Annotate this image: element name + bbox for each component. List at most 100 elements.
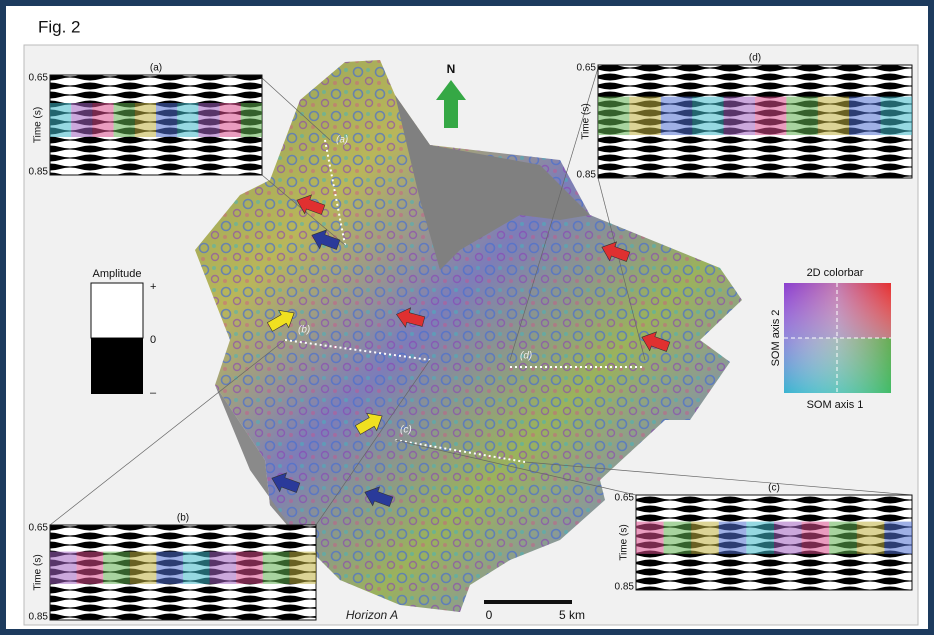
som-overlay xyxy=(598,96,630,136)
y-axis-label: Time (s) xyxy=(619,524,630,560)
som-overlay xyxy=(774,521,802,554)
line-label: (d) xyxy=(520,351,532,362)
arrow xyxy=(271,472,301,493)
map: (a) (b) (c) (d) xyxy=(195,60,742,612)
som-overlay xyxy=(691,521,719,554)
north-arrow xyxy=(436,80,466,128)
som-overlay xyxy=(636,521,664,554)
som-x-label: SOM axis 1 xyxy=(807,399,864,411)
legend-plus: + xyxy=(150,281,156,293)
som-overlay xyxy=(50,551,77,584)
seismic-inset: (d) 0.65 0.85 Time (s) xyxy=(577,53,913,181)
som-title: 2D colorbar xyxy=(807,267,864,279)
section-line xyxy=(394,439,526,463)
som-overlay xyxy=(829,521,857,554)
som-overlay xyxy=(177,103,199,137)
arrow xyxy=(641,331,671,352)
som-overlay xyxy=(660,96,693,136)
som-overlay xyxy=(92,103,114,137)
no-data-edge xyxy=(215,385,300,540)
seismic-inset: (b) 0.65 0.85 Time (s) xyxy=(29,513,317,623)
som-overlay xyxy=(849,96,881,136)
som-overlay xyxy=(629,96,661,136)
inset-label: (c) xyxy=(768,483,780,494)
som-overlay xyxy=(817,96,850,136)
arrow xyxy=(296,194,326,215)
som-overlay xyxy=(786,96,818,136)
arrow xyxy=(311,229,341,250)
connectors xyxy=(49,67,913,526)
seismic-inset: (a) 0.65 0.85 Time (s) xyxy=(29,63,263,178)
y-bottom-label: 0.85 xyxy=(577,170,597,181)
line-label: (a) xyxy=(336,135,348,146)
y-top-label: 0.65 xyxy=(577,63,597,74)
legend-white xyxy=(90,282,144,339)
arrow xyxy=(364,486,394,507)
som-overlay xyxy=(746,521,774,554)
y-axis-label: Time (s) xyxy=(581,103,592,139)
inset-label: (a) xyxy=(150,63,162,74)
som-overlay xyxy=(236,551,263,584)
figure-label: Fig. 2 xyxy=(38,17,81,36)
arrows xyxy=(266,194,671,507)
som-overlay xyxy=(723,96,755,136)
y-top-label: 0.65 xyxy=(615,493,635,504)
inset-label: (b) xyxy=(177,513,189,524)
som-overlay xyxy=(129,551,157,584)
scale-bar xyxy=(484,600,572,604)
som-overlay xyxy=(289,551,316,584)
som-y-label: SOM axis 2 xyxy=(770,310,782,367)
line-label: (c) xyxy=(400,425,412,436)
scale-start: 0 xyxy=(486,608,493,622)
legend-title: Amplitude xyxy=(93,268,142,280)
no-data-area xyxy=(395,95,590,270)
som-overlay xyxy=(156,551,183,584)
som-overlay xyxy=(240,103,262,137)
som-colorbar: 2D colorbar SOM axis 1 SOM axis 2 xyxy=(770,267,891,411)
som-overlay xyxy=(663,521,692,554)
arrow xyxy=(266,309,295,332)
som-overlay xyxy=(880,96,912,136)
horizon-label: Horizon A xyxy=(346,608,398,622)
som-overlay xyxy=(50,103,72,137)
north-label: N xyxy=(447,62,456,76)
som-overlay xyxy=(219,103,241,137)
legend-black xyxy=(91,338,143,394)
y-bottom-label: 0.85 xyxy=(29,612,49,623)
som-overlay xyxy=(71,103,93,137)
som-overlay xyxy=(198,103,220,137)
som-overlay xyxy=(801,521,830,554)
som-overlay xyxy=(856,521,885,554)
y-axis-label: Time (s) xyxy=(33,107,44,143)
som-overlay xyxy=(718,521,747,554)
y-axis-label: Time (s) xyxy=(33,554,44,590)
y-top-label: 0.65 xyxy=(29,73,49,84)
som-overlay xyxy=(113,103,135,137)
som-overlay xyxy=(209,551,237,584)
arrow xyxy=(354,412,383,435)
arrow xyxy=(396,307,426,328)
som-overlay xyxy=(755,96,787,136)
legend-zero: 0 xyxy=(150,334,156,346)
som-overlay xyxy=(134,103,156,137)
seismic-inset: (c) 0.65 0.85 Time (s) xyxy=(615,483,913,593)
som-overlay xyxy=(262,551,290,584)
som-overlay xyxy=(103,551,130,584)
section-line xyxy=(284,339,431,361)
som-overlay xyxy=(76,551,104,584)
scale-end: 5 km xyxy=(559,608,585,622)
map-texture xyxy=(195,60,742,612)
legend-minus: – xyxy=(150,387,157,399)
y-bottom-label: 0.85 xyxy=(29,167,49,178)
som-overlay xyxy=(884,521,912,554)
som-overlay xyxy=(692,96,724,136)
y-bottom-label: 0.85 xyxy=(615,582,635,593)
y-top-label: 0.65 xyxy=(29,523,49,534)
som-overlay xyxy=(183,551,210,584)
arrow xyxy=(601,241,631,262)
inset-label: (d) xyxy=(749,53,761,64)
amplitude-legend: Amplitude + 0 – xyxy=(90,268,157,399)
